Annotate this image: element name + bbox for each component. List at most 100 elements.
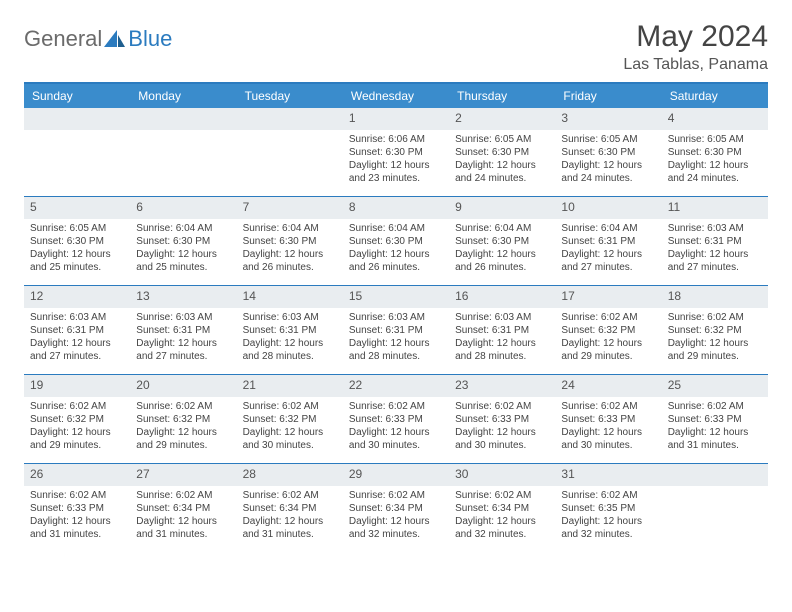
day-info: Sunrise: 6:03 AMSunset: 6:31 PMDaylight:…: [343, 308, 449, 369]
brand-logo: General Blue: [24, 20, 172, 52]
daylight-text: Daylight: 12 hours and 28 minutes.: [243, 337, 337, 363]
sunset-text: Sunset: 6:31 PM: [455, 324, 549, 337]
daylight-text: Daylight: 12 hours and 29 minutes.: [668, 337, 762, 363]
sunrise-text: Sunrise: 6:02 AM: [561, 400, 655, 413]
day-cell: 15Sunrise: 6:03 AMSunset: 6:31 PMDayligh…: [343, 286, 449, 374]
calendar-page: General Blue May 2024 Las Tablas, Panama…: [0, 0, 792, 572]
day-number: 5: [24, 197, 130, 219]
daylight-text: Daylight: 12 hours and 25 minutes.: [30, 248, 124, 274]
sunset-text: Sunset: 6:31 PM: [668, 235, 762, 248]
daylight-text: Daylight: 12 hours and 27 minutes.: [30, 337, 124, 363]
sunset-text: Sunset: 6:30 PM: [349, 146, 443, 159]
day-number: 20: [130, 375, 236, 397]
day-cell: 21Sunrise: 6:02 AMSunset: 6:32 PMDayligh…: [237, 375, 343, 463]
day-number: 2: [449, 108, 555, 130]
sunset-text: Sunset: 6:33 PM: [349, 413, 443, 426]
sunset-text: Sunset: 6:32 PM: [243, 413, 337, 426]
day-info: Sunrise: 6:04 AMSunset: 6:30 PMDaylight:…: [343, 219, 449, 280]
day-info: Sunrise: 6:03 AMSunset: 6:31 PMDaylight:…: [449, 308, 555, 369]
sunrise-text: Sunrise: 6:04 AM: [136, 222, 230, 235]
daylight-text: Daylight: 12 hours and 31 minutes.: [136, 515, 230, 541]
day-cell: 1Sunrise: 6:06 AMSunset: 6:30 PMDaylight…: [343, 108, 449, 196]
sunset-text: Sunset: 6:32 PM: [668, 324, 762, 337]
sunrise-text: Sunrise: 6:02 AM: [455, 400, 549, 413]
day-cell: 3Sunrise: 6:05 AMSunset: 6:30 PMDaylight…: [555, 108, 661, 196]
day-info: Sunrise: 6:04 AMSunset: 6:30 PMDaylight:…: [130, 219, 236, 280]
day-info: Sunrise: 6:02 AMSunset: 6:33 PMDaylight:…: [449, 397, 555, 458]
day-info: Sunrise: 6:03 AMSunset: 6:31 PMDaylight:…: [130, 308, 236, 369]
week-row: 12Sunrise: 6:03 AMSunset: 6:31 PMDayligh…: [24, 286, 768, 375]
sunset-text: Sunset: 6:30 PM: [561, 146, 655, 159]
day-number: 21: [237, 375, 343, 397]
day-info: Sunrise: 6:05 AMSunset: 6:30 PMDaylight:…: [24, 219, 130, 280]
sunrise-text: Sunrise: 6:02 AM: [349, 400, 443, 413]
day-cell: 25Sunrise: 6:02 AMSunset: 6:33 PMDayligh…: [662, 375, 768, 463]
dow-friday: Friday: [555, 84, 661, 108]
daylight-text: Daylight: 12 hours and 30 minutes.: [561, 426, 655, 452]
sunrise-text: Sunrise: 6:02 AM: [668, 311, 762, 324]
sunrise-text: Sunrise: 6:05 AM: [30, 222, 124, 235]
day-info: Sunrise: 6:02 AMSunset: 6:32 PMDaylight:…: [24, 397, 130, 458]
day-cell: 4Sunrise: 6:05 AMSunset: 6:30 PMDaylight…: [662, 108, 768, 196]
daylight-text: Daylight: 12 hours and 31 minutes.: [668, 426, 762, 452]
day-number: 23: [449, 375, 555, 397]
day-number: 31: [555, 464, 661, 486]
brand-text-1: General: [24, 26, 102, 52]
location-label: Las Tablas, Panama: [623, 56, 768, 74]
day-info: Sunrise: 6:04 AMSunset: 6:31 PMDaylight:…: [555, 219, 661, 280]
day-number: 17: [555, 286, 661, 308]
daylight-text: Daylight: 12 hours and 27 minutes.: [136, 337, 230, 363]
day-cell: 26Sunrise: 6:02 AMSunset: 6:33 PMDayligh…: [24, 464, 130, 552]
day-info: Sunrise: 6:02 AMSunset: 6:34 PMDaylight:…: [449, 486, 555, 547]
dow-thursday: Thursday: [449, 84, 555, 108]
daylight-text: Daylight: 12 hours and 32 minutes.: [455, 515, 549, 541]
day-number: 12: [24, 286, 130, 308]
sunrise-text: Sunrise: 6:02 AM: [243, 400, 337, 413]
sunset-text: Sunset: 6:34 PM: [243, 502, 337, 515]
day-info: Sunrise: 6:02 AMSunset: 6:33 PMDaylight:…: [24, 486, 130, 547]
day-info: Sunrise: 6:02 AMSunset: 6:32 PMDaylight:…: [555, 308, 661, 369]
day-cell: 18Sunrise: 6:02 AMSunset: 6:32 PMDayligh…: [662, 286, 768, 374]
sunset-text: Sunset: 6:34 PM: [136, 502, 230, 515]
day-cell: 23Sunrise: 6:02 AMSunset: 6:33 PMDayligh…: [449, 375, 555, 463]
day-number: 7: [237, 197, 343, 219]
day-cell: 28Sunrise: 6:02 AMSunset: 6:34 PMDayligh…: [237, 464, 343, 552]
weeks-container: 1Sunrise: 6:06 AMSunset: 6:30 PMDaylight…: [24, 108, 768, 552]
daylight-text: Daylight: 12 hours and 28 minutes.: [349, 337, 443, 363]
week-row: 26Sunrise: 6:02 AMSunset: 6:33 PMDayligh…: [24, 464, 768, 552]
day-number: 24: [555, 375, 661, 397]
day-info: Sunrise: 6:03 AMSunset: 6:31 PMDaylight:…: [237, 308, 343, 369]
day-number: 9: [449, 197, 555, 219]
day-info: Sunrise: 6:05 AMSunset: 6:30 PMDaylight:…: [449, 130, 555, 191]
day-cell: 7Sunrise: 6:04 AMSunset: 6:30 PMDaylight…: [237, 197, 343, 285]
day-info: Sunrise: 6:06 AMSunset: 6:30 PMDaylight:…: [343, 130, 449, 191]
day-number: 11: [662, 197, 768, 219]
day-info: Sunrise: 6:03 AMSunset: 6:31 PMDaylight:…: [662, 219, 768, 280]
daylight-text: Daylight: 12 hours and 32 minutes.: [349, 515, 443, 541]
sunrise-text: Sunrise: 6:04 AM: [243, 222, 337, 235]
day-number: 6: [130, 197, 236, 219]
sunrise-text: Sunrise: 6:03 AM: [30, 311, 124, 324]
day-info: Sunrise: 6:02 AMSunset: 6:35 PMDaylight:…: [555, 486, 661, 547]
day-cell: 27Sunrise: 6:02 AMSunset: 6:34 PMDayligh…: [130, 464, 236, 552]
day-info: Sunrise: 6:02 AMSunset: 6:32 PMDaylight:…: [237, 397, 343, 458]
sunrise-text: Sunrise: 6:03 AM: [349, 311, 443, 324]
sunrise-text: Sunrise: 6:02 AM: [349, 489, 443, 502]
daylight-text: Daylight: 12 hours and 30 minutes.: [349, 426, 443, 452]
day-cell: 11Sunrise: 6:03 AMSunset: 6:31 PMDayligh…: [662, 197, 768, 285]
day-number: 26: [24, 464, 130, 486]
day-number: 13: [130, 286, 236, 308]
sunrise-text: Sunrise: 6:02 AM: [668, 400, 762, 413]
sunset-text: Sunset: 6:31 PM: [243, 324, 337, 337]
daylight-text: Daylight: 12 hours and 32 minutes.: [561, 515, 655, 541]
daylight-text: Daylight: 12 hours and 31 minutes.: [243, 515, 337, 541]
sunrise-text: Sunrise: 6:02 AM: [455, 489, 549, 502]
day-number: [237, 108, 343, 130]
dow-wednesday: Wednesday: [343, 84, 449, 108]
week-row: 5Sunrise: 6:05 AMSunset: 6:30 PMDaylight…: [24, 197, 768, 286]
daylight-text: Daylight: 12 hours and 30 minutes.: [243, 426, 337, 452]
dow-tuesday: Tuesday: [237, 84, 343, 108]
sunset-text: Sunset: 6:34 PM: [349, 502, 443, 515]
day-of-week-header: Sunday Monday Tuesday Wednesday Thursday…: [24, 84, 768, 108]
sunrise-text: Sunrise: 6:05 AM: [668, 133, 762, 146]
